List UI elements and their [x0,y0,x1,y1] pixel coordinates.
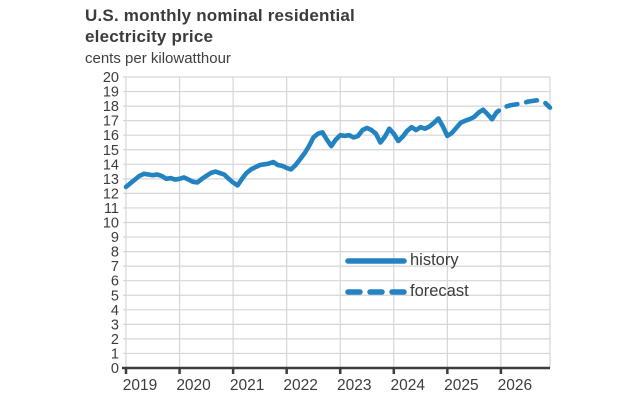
x-axis-tick-label: 2022 [283,377,317,394]
y-axis-tick-label: 20 [103,70,119,86]
y-axis-tick-label: 14 [103,157,119,173]
y-axis-tick-label: 17 [103,114,119,130]
x-axis-tick-label: 2021 [230,377,264,394]
legend-label-history: history [410,251,459,269]
chart-title-line2: electricity price [85,27,214,47]
y-axis-tick-label: 19 [103,85,119,101]
chart-header: U.S. monthly nominal residential electri… [85,5,355,67]
y-axis-tick-label: 12 [103,186,119,202]
x-axis-tick-label: 2019 [123,377,157,394]
y-axis-tick-label: 10 [103,216,119,232]
legend-item-history: history [344,251,469,270]
y-axis-tick-label: 15 [103,143,119,159]
x-axis-tick-label: 2025 [444,377,478,394]
y-axis-tick-label: 3 [111,317,119,333]
y-axis-tick-label: 4 [111,303,119,319]
y-axis-tick-label: 0 [111,361,119,377]
y-axis-tick-label: 11 [104,201,119,217]
chart-title: U.S. monthly nominal residential electri… [85,5,355,48]
y-axis-tick-label: 9 [111,230,119,246]
y-axis-tick-label: 16 [103,128,119,144]
legend-label-forecast: forecast [410,282,469,300]
forecast-line-swatch [345,288,407,295]
y-axis-tick-label: 6 [111,274,119,290]
y-axis-tick-label: 1 [111,346,119,362]
chart-subtitle: cents per kilowatthour [85,49,231,67]
y-axis-tick-label: 13 [103,172,119,188]
y-axis-tick-label: 5 [111,288,119,304]
x-axis-tick-label: 2026 [498,377,532,394]
x-axis-tick-label: 2024 [391,377,426,394]
x-axis-tick-label: 2023 [337,377,371,394]
x-axis-tick-label: 2020 [176,377,211,394]
y-axis-tick-label: 2 [111,332,119,348]
history-line [123,107,495,190]
history-line-swatch [345,257,407,264]
legend-item-forecast: forecast [344,282,469,301]
y-axis-tick-label: 18 [103,99,119,115]
y-axis-tick-label: 7 [111,259,119,275]
chart-title-line1: U.S. monthly nominal residential [85,6,355,25]
chart-legend: history forecast [344,251,469,301]
y-axis-tick-label: 8 [111,245,119,261]
